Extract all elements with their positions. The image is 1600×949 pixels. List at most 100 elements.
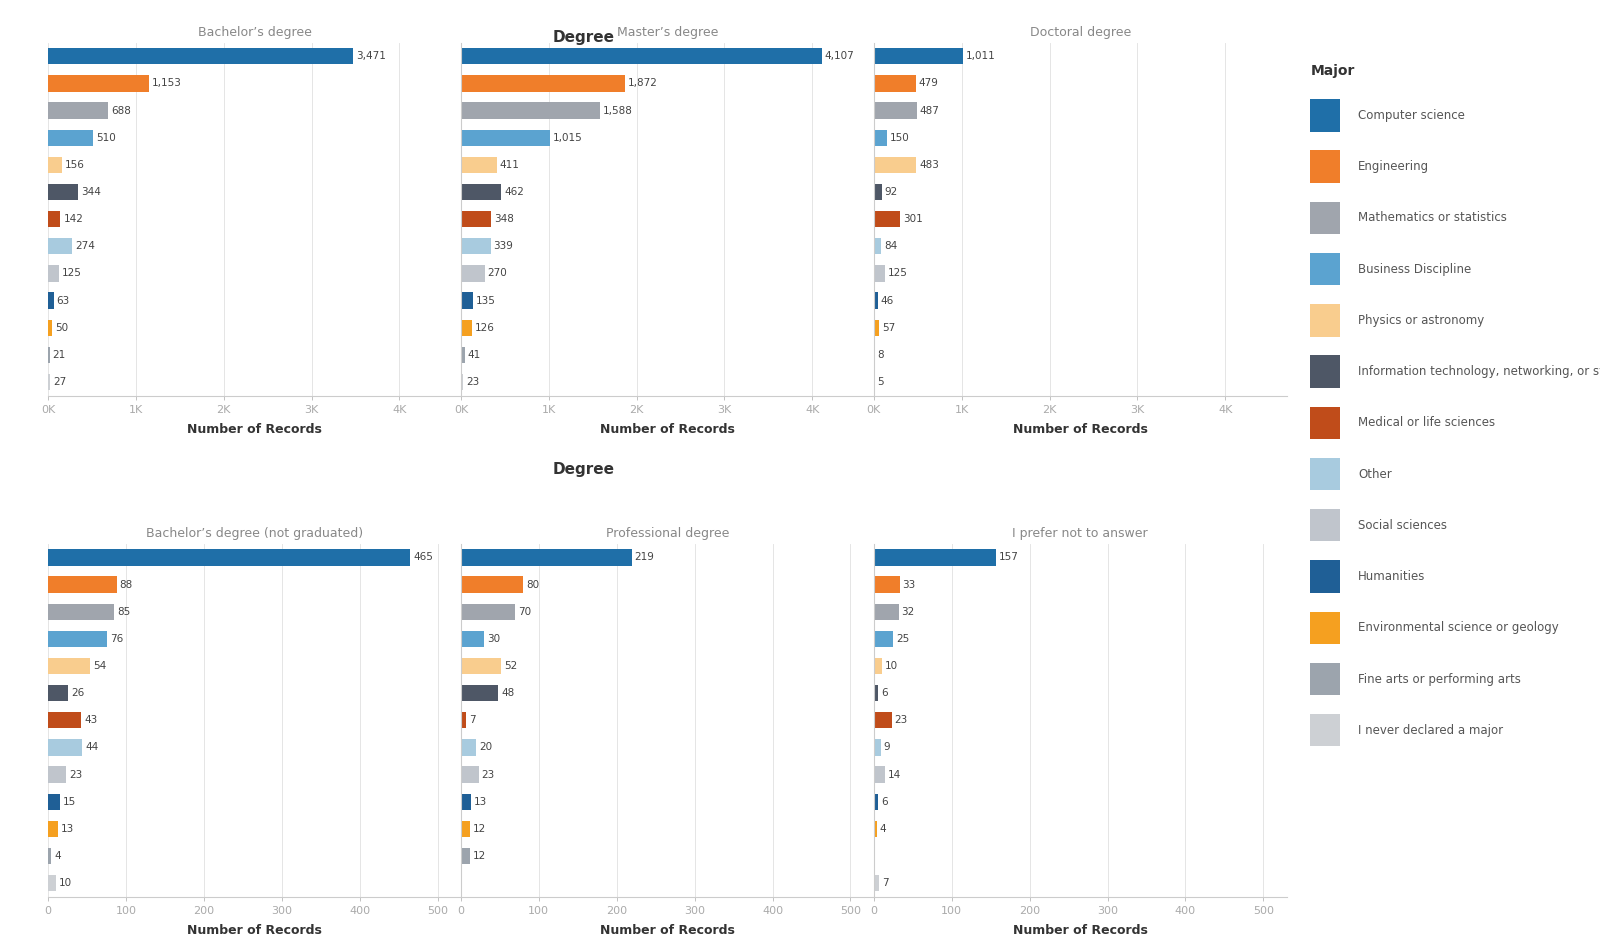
- Bar: [48, 184, 78, 200]
- X-axis label: Number of Records: Number of Records: [187, 423, 322, 436]
- Text: 85: 85: [117, 606, 130, 617]
- Title: Master’s degree: Master’s degree: [616, 26, 718, 39]
- Bar: [874, 739, 882, 755]
- Text: 1,588: 1,588: [603, 105, 634, 116]
- Bar: [1310, 457, 1341, 491]
- Bar: [48, 631, 107, 647]
- Bar: [461, 374, 462, 390]
- X-axis label: Number of Records: Number of Records: [600, 423, 734, 436]
- Bar: [48, 157, 62, 173]
- Bar: [874, 576, 899, 593]
- Bar: [874, 157, 917, 173]
- Text: 76: 76: [110, 634, 123, 643]
- Bar: [48, 211, 61, 228]
- Text: 80: 80: [526, 580, 539, 589]
- Bar: [48, 102, 109, 119]
- Text: I never declared a major: I never declared a major: [1358, 724, 1502, 736]
- Text: 7: 7: [469, 716, 475, 725]
- Text: 156: 156: [64, 159, 85, 170]
- Text: 274: 274: [75, 241, 94, 251]
- Text: 1,153: 1,153: [152, 79, 182, 88]
- Bar: [48, 793, 59, 809]
- Text: 23: 23: [482, 770, 494, 780]
- Text: 270: 270: [488, 269, 507, 278]
- Text: 301: 301: [902, 214, 923, 224]
- Bar: [461, 130, 550, 146]
- Text: Degree: Degree: [554, 30, 614, 46]
- Bar: [1310, 304, 1341, 337]
- Text: Humanities: Humanities: [1358, 570, 1426, 583]
- Text: 26: 26: [70, 688, 85, 698]
- Text: 52: 52: [504, 661, 517, 671]
- Bar: [461, 157, 498, 173]
- X-axis label: Number of Records: Number of Records: [600, 924, 734, 938]
- Text: 157: 157: [998, 552, 1019, 563]
- Text: 84: 84: [885, 241, 898, 251]
- Text: 5: 5: [877, 377, 883, 387]
- Bar: [461, 739, 477, 755]
- Text: 1,872: 1,872: [629, 79, 658, 88]
- Text: 92: 92: [885, 187, 898, 197]
- Bar: [874, 184, 882, 200]
- Bar: [874, 685, 878, 701]
- Bar: [48, 320, 53, 336]
- Bar: [48, 292, 53, 308]
- Text: 44: 44: [85, 742, 99, 753]
- Text: 125: 125: [888, 269, 907, 278]
- Bar: [461, 549, 632, 566]
- Bar: [874, 211, 901, 228]
- Bar: [1310, 662, 1341, 696]
- Text: 54: 54: [93, 661, 106, 671]
- Title: Professional degree: Professional degree: [606, 527, 730, 540]
- Text: 150: 150: [890, 133, 910, 142]
- Bar: [1310, 150, 1341, 183]
- Bar: [48, 739, 82, 755]
- Bar: [48, 48, 354, 65]
- Bar: [461, 320, 472, 336]
- Bar: [874, 821, 877, 837]
- Text: 46: 46: [880, 296, 894, 306]
- Bar: [1310, 714, 1341, 747]
- Bar: [874, 549, 997, 566]
- Bar: [48, 374, 50, 390]
- Bar: [48, 712, 82, 729]
- Text: 688: 688: [112, 105, 131, 116]
- Text: 14: 14: [888, 770, 901, 780]
- Bar: [48, 604, 114, 620]
- Bar: [48, 266, 59, 282]
- Text: 7: 7: [882, 878, 888, 888]
- Bar: [48, 238, 72, 254]
- Text: Social sciences: Social sciences: [1358, 519, 1446, 531]
- Text: 3,471: 3,471: [355, 51, 386, 62]
- Bar: [48, 576, 117, 593]
- Text: Environmental science or geology: Environmental science or geology: [1358, 622, 1558, 634]
- Text: 4: 4: [880, 824, 886, 834]
- Text: 15: 15: [62, 797, 75, 807]
- Bar: [874, 604, 899, 620]
- Text: 135: 135: [475, 296, 496, 306]
- Text: 465: 465: [413, 552, 434, 563]
- Title: Doctoral degree: Doctoral degree: [1030, 26, 1131, 39]
- Text: 339: 339: [493, 241, 514, 251]
- Bar: [48, 346, 50, 363]
- Text: 510: 510: [96, 133, 115, 142]
- Bar: [48, 685, 69, 701]
- Bar: [874, 767, 885, 783]
- Text: 27: 27: [53, 377, 67, 387]
- Bar: [461, 238, 491, 254]
- Text: Major: Major: [1310, 65, 1355, 78]
- Bar: [461, 184, 501, 200]
- Bar: [874, 102, 917, 119]
- Text: 344: 344: [82, 187, 101, 197]
- Bar: [1310, 406, 1341, 439]
- Text: 1,011: 1,011: [965, 51, 995, 62]
- Text: 50: 50: [56, 323, 69, 333]
- Title: I prefer not to answer: I prefer not to answer: [1013, 527, 1149, 540]
- Bar: [461, 576, 523, 593]
- Text: 483: 483: [918, 159, 939, 170]
- Text: 23: 23: [894, 716, 907, 725]
- Text: 23: 23: [466, 377, 478, 387]
- Text: 10: 10: [885, 661, 898, 671]
- Text: 20: 20: [480, 742, 493, 753]
- Text: 25: 25: [896, 634, 909, 643]
